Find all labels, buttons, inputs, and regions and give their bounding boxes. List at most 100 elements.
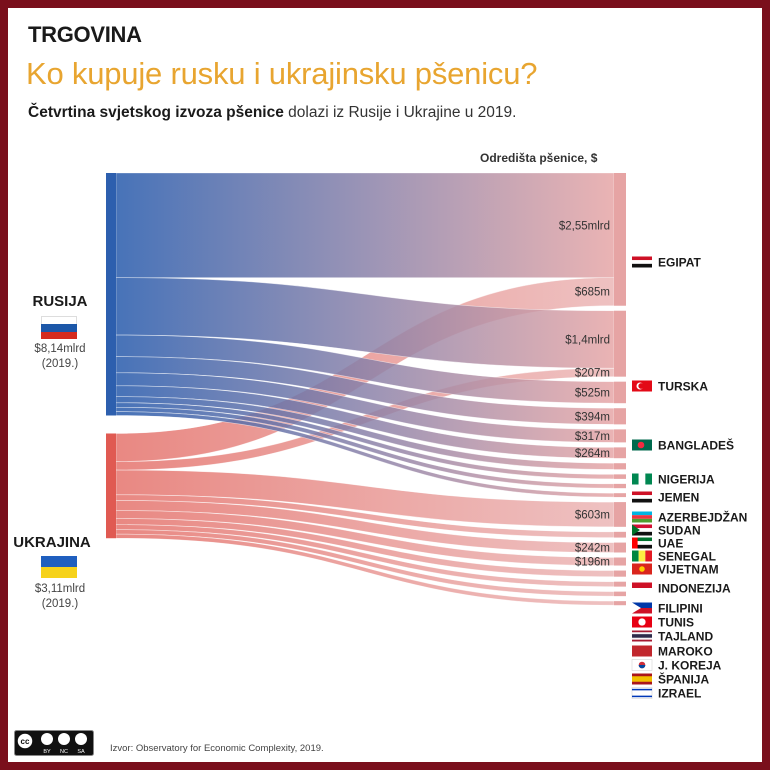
value-label-rusija-jemen: $317m: [575, 431, 610, 443]
footer-source: Izvor: Observatory for Economic Complexi…: [110, 743, 324, 754]
value-label-ukrajina-egipat: $685m: [575, 287, 610, 299]
destination-labels: EGIPAT TURSKA BANGLADEŠ NIGERIJA JEMEN AZERBE…: [631, 256, 747, 701]
destination-label-indonezija: INDONEZIJA: [658, 582, 731, 596]
destination-label-nigerija: NIGERIJA: [658, 473, 715, 487]
flow-rusija-nigerija: [115, 356, 615, 425]
node-nigerija: [614, 408, 626, 425]
sa-icon: [75, 733, 87, 745]
license-nc: NC: [60, 749, 68, 755]
value-label-rusija-azerbejdzan: $264m: [575, 448, 610, 460]
destination-label-j-koreja: J. KOREJA: [658, 659, 722, 673]
subtitle-rest: dolazi iz Rusije i Ukrajine u 2019.: [283, 104, 517, 121]
cc-icon: [16, 732, 34, 750]
senegal-flag: [632, 550, 652, 562]
destination-label-egipat: EGIPAT: [658, 256, 702, 270]
nigeria-flag: [632, 473, 652, 485]
tunisia-flag: [632, 616, 652, 628]
destination-label-tajland: TAJLAND: [658, 630, 713, 644]
source-year-ukraine: (2019.): [41, 598, 79, 610]
destination-label-jemen: JEMEN: [658, 491, 699, 505]
flow-ukrajina-izrael: [115, 533, 615, 606]
destination-label-senegal: SENEGAL: [658, 550, 716, 564]
nodes: [106, 173, 626, 606]
flow-ukrajina-maroko: [115, 518, 615, 577]
destination-label-vijetnam: VIJETNAM: [658, 563, 719, 577]
node-maroko: [614, 570, 626, 577]
value-label-rusija-turska: $1,4mlrd: [565, 334, 610, 346]
node-jemen: [614, 429, 626, 443]
flow-rusija-sudan: [115, 396, 615, 470]
value-label-ukrajina-tajland: $196m: [575, 557, 610, 569]
sankey-chart: $2,55mlrd $685m $1,4mlrd $207m $525m $394m $31…: [106, 172, 747, 701]
nc-icon: [58, 733, 70, 745]
node-banglades: [614, 381, 626, 404]
yemen-flag: [632, 491, 652, 503]
value-label-rusija-banglades: $525m: [575, 387, 610, 399]
license-by: BY: [43, 749, 51, 755]
by-icon: [41, 733, 53, 745]
source-name-russia: RUSIJA: [32, 293, 88, 310]
node-azerbejdzan: [614, 447, 626, 459]
destination-label-spanija: ŠPANIJA: [658, 672, 709, 687]
license-sa: SA: [77, 749, 85, 755]
vietnam-flag: [632, 563, 652, 575]
value-labels: $2,55mlrd $685m $1,4mlrd $207m $525m $394m $31…: [559, 220, 610, 568]
flow-ukrajina-spanija: [115, 529, 615, 597]
destination-label-turska: TURSKA: [658, 380, 708, 394]
value-label-ukrajina-indonezija: $603m: [575, 509, 610, 521]
destination-label-filipini: FILIPINI: [658, 602, 703, 616]
node-indonezija: [614, 502, 626, 527]
node-ukraine: [106, 433, 116, 539]
flow-ukrajina-tunis: [115, 500, 615, 553]
value-label-ukrajina-turska: $207m: [575, 367, 610, 379]
destinations-header: Odredišta pšenice, $: [480, 151, 598, 165]
node-tajland: [614, 557, 626, 566]
ukraine-flag: [41, 556, 77, 578]
destination-label-sudan: SUDAN: [658, 524, 701, 538]
egypt-flag: [632, 256, 652, 268]
source-value-ukraine: $3,11mlrd: [34, 583, 86, 595]
infographic-frame: TRGOVINA Ko kupuje rusku i ukrajinsku pš…: [8, 8, 762, 762]
source-year-russia: (2019.): [41, 358, 79, 370]
kicker: TRGOVINA: [28, 22, 142, 47]
node-tunis: [614, 542, 626, 553]
node-filipini: [614, 531, 626, 538]
source-name-ukraine: UKRAJINA: [13, 534, 91, 551]
flow-rusija-egipat: [115, 172, 615, 278]
node-vijetnam: [614, 493, 626, 498]
node-spanija: [614, 591, 626, 597]
creative-commons-badge: cc BY NC SA: [14, 730, 94, 756]
destination-label-banglades: BANGLADEŠ: [658, 438, 734, 453]
headline: Ko kupuje rusku i ukrajinsku pšenicu?: [26, 56, 538, 91]
node-turska: [614, 310, 626, 377]
sudan-flag: [632, 524, 652, 536]
source-value-russia: $8,14mlrd: [34, 343, 86, 355]
morocco-flag: [632, 645, 652, 657]
node-uae: [614, 474, 626, 479]
destination-label-izrael: IZRAEL: [658, 687, 701, 701]
value-label-rusija-nigerija: $394m: [575, 411, 610, 423]
value-label-ukrajina-tunis: $242m: [575, 543, 610, 555]
uae-flag: [632, 537, 652, 549]
destination-label-maroko: MAROKO: [658, 645, 713, 659]
node-j-koreja: [614, 581, 626, 587]
subtitle: Četvrtina svjetskog izvoza pšenice dolaz…: [28, 104, 516, 122]
israel-flag: [631, 687, 653, 699]
south-korea-flag: [631, 659, 653, 671]
russia-flag: [41, 316, 77, 339]
thailand-flag: [632, 630, 652, 642]
flow-ukrajina-j-koreja: [115, 524, 615, 587]
philippines-flag: [632, 602, 652, 614]
bangladesh-flag: [632, 439, 652, 451]
node-senegal: [614, 483, 626, 489]
destination-label-azerbejdzan: AZERBEJDŽAN: [658, 510, 747, 525]
node-egipat: [614, 173, 626, 306]
node-sudan: [614, 463, 626, 470]
indonesia-flag: [632, 582, 652, 594]
destination-label-tunis: TUNIS: [658, 616, 694, 630]
destination-label-uae: UAE: [658, 537, 683, 551]
turkey-flag: [632, 380, 652, 392]
value-label-rusija-egipat: $2,55mlrd: [559, 220, 610, 232]
node-russia: [106, 173, 116, 416]
svg-text:cc: cc: [21, 737, 30, 746]
